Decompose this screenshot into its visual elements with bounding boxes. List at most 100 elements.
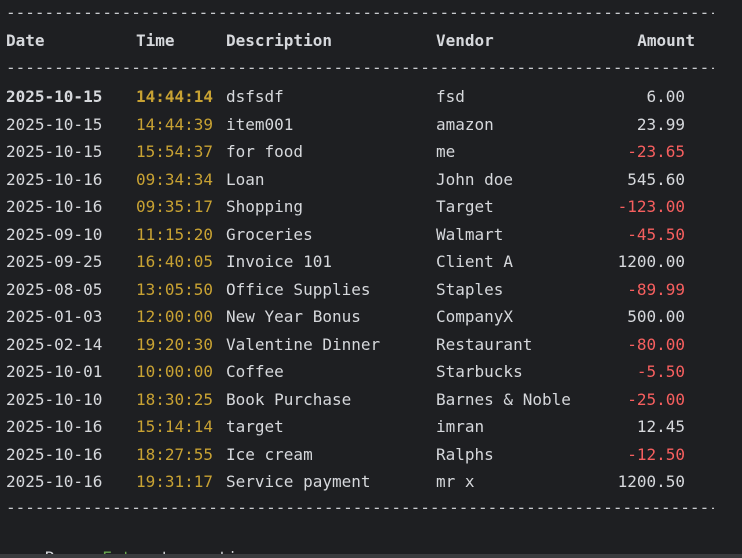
row-time: 15:54:37 — [136, 142, 214, 161]
prompt-prefix: Press — [44, 548, 103, 558]
row-time: 18:30:25 — [136, 389, 214, 409]
row-date: 2025-10-15 — [6, 87, 103, 106]
row-description: Invoice 101 — [226, 252, 332, 271]
row-vendor: Barnes & Noble — [436, 389, 571, 409]
row-amount: 545.60 — [627, 169, 685, 189]
row-description: target — [226, 417, 284, 436]
row-time: 16:40:05 — [136, 252, 214, 271]
separator-header: ----------------------------------------… — [6, 58, 714, 77]
row-description: Groceries — [226, 224, 313, 244]
table-row: 2025-09-10 11:15:20 Groceries Walmart -45.50 — [6, 224, 726, 246]
row-description: New Year Bonus — [226, 307, 361, 326]
prompt-suffix: to continue — [150, 548, 267, 558]
row-amount: 1200.50 — [617, 472, 685, 491]
row-time: 14:44:14 — [136, 87, 214, 106]
row-date: 2025-10-10 — [6, 389, 103, 409]
table-row: 2025-10-16 09:34:34 Loan John doe 545.60 — [6, 169, 726, 191]
row-time: 18:27:55 — [136, 444, 214, 464]
table-row: 2025-02-14 19:20:30 Valentine Dinner Restau… — [6, 334, 726, 356]
row-description: item001 — [226, 114, 294, 134]
row-date: 2025-10-01 — [6, 362, 103, 381]
row-date: 2025-10-16 — [6, 472, 103, 491]
row-time: 11:15:20 — [136, 224, 214, 244]
table-row: 2025-10-15 14:44:39 item001 amazon 23.99 — [6, 114, 726, 136]
row-vendor: Walmart — [436, 224, 504, 244]
row-description: Coffee — [226, 362, 284, 381]
row-vendor: John doe — [436, 169, 514, 189]
row-vendor: Restaurant — [436, 334, 533, 354]
row-time: 15:14:14 — [136, 417, 214, 436]
row-vendor: Target — [436, 197, 494, 216]
row-vendor: Ralphs — [436, 444, 494, 464]
row-amount: -12.50 — [627, 444, 685, 464]
row-date: 2025-10-16 — [6, 169, 103, 189]
table-row: 2025-10-16 09:35:17 Shopping Target -123.00 — [6, 196, 726, 218]
row-amount: 1200.00 — [617, 252, 685, 271]
row-time: 09:34:34 — [136, 169, 214, 189]
row-amount: 500.00 — [627, 307, 685, 326]
row-vendor: Staples — [436, 279, 504, 299]
row-description: Shopping — [226, 197, 304, 216]
row-vendor: CompanyX — [436, 307, 514, 326]
row-description: Loan — [226, 169, 265, 189]
row-description: Book Purchase — [226, 389, 352, 409]
row-amount: 12.45 — [636, 417, 685, 436]
row-date: 2025-09-25 — [6, 252, 103, 271]
table-row: 2025-10-15 15:54:37 for food me -23.65 — [6, 141, 726, 163]
header-vendor: Vendor — [436, 31, 494, 50]
separator-top: ----------------------------------------… — [6, 3, 714, 22]
row-description: Ice cream — [226, 444, 313, 464]
table-row: 2025-10-10 18:30:25 Book Purchase Barnes & … — [6, 389, 726, 411]
row-amount: -89.99 — [627, 279, 685, 299]
table-header: Date Time Description Vendor Amount — [6, 30, 726, 52]
row-description: Office Supplies — [226, 279, 371, 299]
table-row: 2025-01-03 12:00:00 New Year Bonus CompanyX… — [6, 306, 726, 328]
header-amount: Amount — [637, 31, 695, 50]
row-time: 19:20:30 — [136, 334, 214, 354]
row-time: 12:00:00 — [136, 307, 214, 326]
table-row: 2025-10-01 10:00:00 Coffee Starbucks -5.50 — [6, 361, 726, 383]
table-row: 2025-10-16 15:14:14 target imran 12.45 — [6, 416, 726, 438]
row-date: 2025-10-15 — [6, 142, 103, 161]
row-vendor: Client A — [436, 252, 514, 271]
row-time: 10:00:00 — [136, 362, 214, 381]
enter-key-link[interactable]: Enter — [102, 548, 151, 558]
row-amount: 6.00 — [646, 87, 685, 106]
row-amount: -23.65 — [627, 142, 685, 161]
table-row: 2025-09-25 16:40:05 Invoice 101 Client A 120… — [6, 251, 726, 273]
row-time: 13:05:50 — [136, 279, 214, 299]
header-description: Description — [226, 31, 332, 50]
row-date: 2025-10-16 — [6, 197, 103, 216]
header-time: Time — [136, 31, 175, 50]
row-date: 2025-10-16 — [6, 417, 103, 436]
table-row: 2025-10-15 14:44:14 dsfsdf fsd 6.00 — [6, 86, 726, 108]
row-vendor: fsd — [436, 87, 465, 106]
row-description: for food — [226, 142, 304, 161]
row-amount: -123.00 — [617, 197, 685, 216]
row-description: Service payment — [226, 472, 371, 491]
table-row: 2025-10-16 18:27:55 Ice cream Ralphs -12.50 — [6, 444, 726, 466]
table-row: 2025-10-16 19:31:17 Service payment mr x 120… — [6, 471, 726, 493]
continue-prompt: Press Enter to continue — [6, 525, 267, 558]
table-row: 2025-08-05 13:05:50 Office Supplies Staples… — [6, 279, 726, 301]
row-date: 2025-10-16 — [6, 444, 103, 464]
row-vendor: me — [436, 142, 456, 161]
separator-bottom: ----------------------------------------… — [6, 498, 714, 517]
row-amount: -5.50 — [636, 362, 685, 381]
row-date: 2025-10-15 — [6, 114, 103, 134]
row-amount: -25.00 — [627, 389, 685, 409]
row-vendor: mr x — [436, 472, 475, 491]
row-time: 14:44:39 — [136, 114, 214, 134]
row-date: 2025-01-03 — [6, 307, 103, 326]
row-time: 09:35:17 — [136, 197, 214, 216]
row-vendor: imran — [436, 417, 485, 436]
row-vendor: Starbucks — [436, 362, 523, 381]
row-description: Valentine Dinner — [226, 334, 381, 354]
row-date: 2025-08-05 — [6, 279, 103, 299]
row-vendor: amazon — [436, 114, 494, 134]
row-amount: 23.99 — [636, 114, 685, 134]
row-date: 2025-02-14 — [6, 334, 103, 354]
row-time: 19:31:17 — [136, 472, 214, 491]
row-amount: -80.00 — [627, 334, 685, 354]
